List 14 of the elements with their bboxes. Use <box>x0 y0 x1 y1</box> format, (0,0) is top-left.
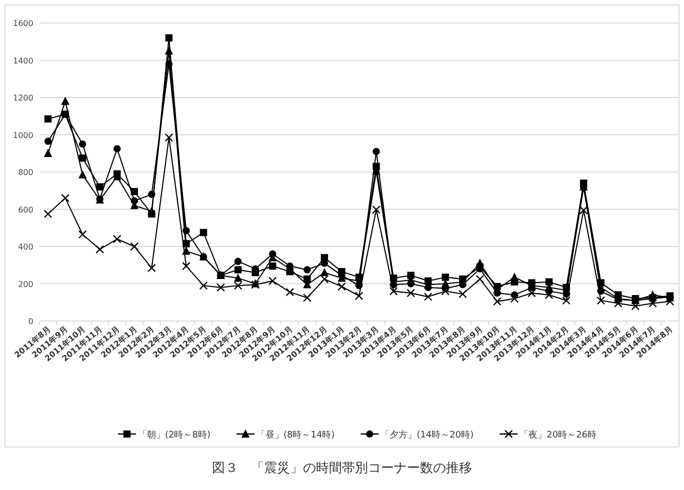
y-tick-label: 400 <box>18 242 34 252</box>
text: 図３ 「震災」の時間帯別コーナー数の推移 <box>212 461 472 476</box>
legend-label: 「夕方」(14時～20時) <box>380 430 474 440</box>
legend-label: 「朝」(2時～8時) <box>138 430 210 440</box>
y-tick-label: 800 <box>18 168 34 177</box>
y-tick-label: 1600 <box>13 19 34 28</box>
y-tick-label: 1200 <box>13 94 34 102</box>
y-tick-label: 1400 <box>13 56 34 66</box>
y-tick-label: 200 <box>18 280 34 289</box>
legend-label: 「夜」20時～26時 <box>520 430 597 440</box>
y-tick-label: 0 <box>28 317 34 326</box>
y-tick-label: 1000 <box>13 130 34 140</box>
legend-label: 「昼」(8時～14時) <box>256 430 335 440</box>
y-tick-label: 600 <box>18 205 34 214</box>
